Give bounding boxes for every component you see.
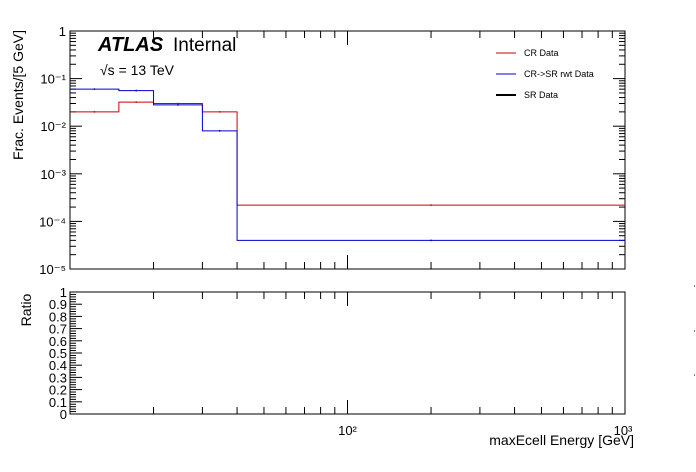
series-point — [177, 102, 179, 105]
top-y-tick-label: 10⁻⁴ — [39, 214, 66, 229]
ratio-plot-frame — [69, 291, 626, 415]
legend-label: CR->SR rwt Data — [524, 69, 594, 79]
internal-label: Internal — [173, 35, 236, 56]
top-x-axis — [69, 31, 626, 269]
top-y-tick-label: 10⁻¹ — [40, 72, 66, 87]
series-point — [135, 89, 138, 92]
top-panel: 10⁻⁵ 10⁻⁴ 10⁻³ 10⁻² 10⁻¹ 1 Frac. Events/[5 Ge… — [10, 24, 626, 277]
series-point — [177, 104, 179, 106]
legend-label: SR Data — [524, 90, 558, 100]
top-series-group — [70, 88, 625, 242]
series-point — [218, 129, 221, 132]
ratio-y-tick-label: 1 — [60, 285, 67, 300]
ratio-x-axis: 10² 10³ — [69, 292, 633, 438]
series-point — [430, 239, 432, 242]
ratio-y-tick-label: 0.6 — [49, 334, 67, 349]
atlas-label: ATLAS — [97, 34, 164, 56]
edge-marks — [694, 285, 695, 376]
x-axis-label: maxEcell Energy [GeV] — [489, 432, 634, 448]
ratio-y-tick-label: 0.9 — [49, 297, 67, 312]
series-point — [93, 88, 96, 91]
top-y-tick-label: 10⁻² — [40, 119, 66, 134]
ratio-x-tick-label: 10² — [338, 423, 357, 438]
top-y-axis-label: Frac. Events/[5 GeV] — [10, 30, 26, 160]
ratio-y-tick-label: 0.8 — [49, 309, 67, 324]
energy-label: √s = 13 TeV — [100, 62, 175, 78]
top-y-tick-label: 10⁻³ — [40, 167, 66, 182]
ratio-y-tick-label: 0 — [60, 407, 67, 422]
top-y-tick-label: 10⁻⁵ — [39, 262, 66, 277]
series-line — [70, 88, 625, 241]
ratio-y-tick-label: 0.2 — [49, 383, 67, 398]
legend: CR Data CR->SR rwt Data SR Data — [496, 48, 594, 100]
legend-label: CR Data — [524, 48, 559, 58]
ratio-y-axis-label: Ratio — [18, 293, 34, 326]
series-point — [430, 204, 432, 207]
ratio-y-axis: 00.10.20.30.40.50.60.70.80.91 — [49, 285, 82, 422]
ratio-panel: 00.10.20.30.40.50.60.70.80.91 10² 10³ Rat… — [18, 285, 634, 448]
ratio-y-tick-label: 0.1 — [49, 395, 67, 410]
ratio-y-tick-label: 0.5 — [49, 346, 67, 361]
top-y-axis: 10⁻⁵ 10⁻⁴ 10⁻³ 10⁻² 10⁻¹ 1 — [39, 24, 625, 277]
ratio-y-tick-label: 0.4 — [49, 358, 67, 373]
series-line — [70, 101, 625, 206]
top-y-tick-label: 1 — [59, 24, 66, 39]
series-point — [135, 101, 138, 104]
series-point — [93, 110, 96, 113]
ratio-y-tick-label: 0.3 — [49, 370, 67, 385]
ratio-y-tick-label: 0.7 — [49, 322, 67, 337]
series-point — [218, 110, 221, 113]
ratio-x-tick-label: 10³ — [614, 423, 633, 438]
